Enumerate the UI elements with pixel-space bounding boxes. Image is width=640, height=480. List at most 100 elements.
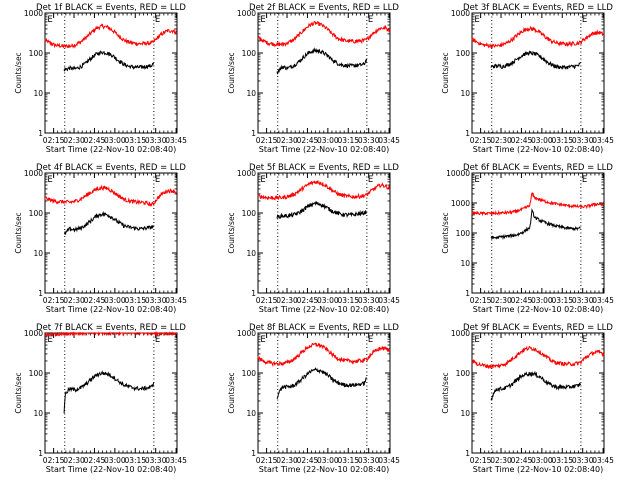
x-axis-label: Start Time (22-Nov-10 02:08:40) [259,305,389,314]
lld-series-line [257,20,391,48]
y-tick-label: 1000 [451,9,470,18]
x-tick-label: 02:45 [297,296,319,305]
x-tick-label: 03:15 [124,136,146,145]
panel-title: Det 1f BLACK = Events, RED = LLD [36,3,186,13]
x-tick-label: 03:45 [165,456,187,465]
y-tick-label: 10 [246,89,256,98]
x-axis-label: Start Time (22-Nov-10 02:08:40) [46,465,176,474]
x-axis-label: Start Time (22-Nov-10 02:08:40) [259,145,389,154]
y-tick-label: 100 [456,229,471,238]
y-axis-label: Counts/sec [227,212,236,253]
x-tick-label: 02:30 [276,456,298,465]
x-tick-label: 02:15 [256,136,278,145]
panel-det-3: Det 3f BLACK = Events, RED = LLD 1 10 100 10… [441,3,614,154]
x-tick-label: 03:45 [592,456,614,465]
y-tick-label: 10 [33,409,43,418]
x-tick-label: 03:15 [337,136,359,145]
y-tick-label: 100 [242,369,257,378]
e-marker-label: E [368,15,373,25]
x-tick-label: 03:30 [572,136,594,145]
panel-title: Det 5f BLACK = Events, RED = LLD [249,163,399,173]
x-tick-label: 03:15 [551,456,573,465]
y-tick-label: 10 [33,249,43,258]
x-tick-label: 02:45 [511,456,533,465]
x-tick-label: 02:15 [470,296,492,305]
x-tick-label: 02:15 [256,456,278,465]
x-tick-label: 02:30 [276,296,298,305]
x-tick-label: 02:45 [297,456,319,465]
y-axis-label: Counts/sec [14,212,23,253]
e-marker-label: E [47,175,52,185]
x-tick-label: 02:30 [490,296,512,305]
x-tick-label: 02:15 [470,456,492,465]
lld-series-line [471,345,605,370]
x-tick-label: 03:00 [531,136,553,145]
x-tick-label: 03:00 [104,296,126,305]
y-tick-label: 1 [251,129,256,138]
y-tick-label: 100 [456,49,471,58]
events-series-line [64,210,155,235]
y-tick-label: 1000 [451,199,470,208]
x-tick-label: 03:15 [551,136,573,145]
y-tick-label: 1000 [24,9,43,18]
e-marker-label: E [47,15,52,25]
lld-series-line [257,342,391,368]
x-tick-label: 02:15 [43,136,65,145]
x-axis-label: Start Time (22-Nov-10 02:08:40) [46,305,176,314]
panel-det-4: Det 4f BLACK = Events, RED = LLD 1 10 100 10… [14,163,187,314]
x-axis-label: Start Time (22-Nov-10 02:08:40) [46,145,176,154]
x-tick-label: 03:45 [592,296,614,305]
e-marker-label: E [368,335,373,345]
y-tick-label: 100 [29,369,44,378]
x-axis-label: Start Time (22-Nov-10 02:08:40) [473,305,603,314]
lld-series-line [44,23,178,49]
x-tick-label: 02:45 [84,456,106,465]
y-tick-label: 1 [38,289,43,298]
x-tick-label: 03:00 [317,456,339,465]
x-tick-label: 02:15 [470,136,492,145]
y-tick-label: 10 [460,259,470,268]
y-tick-label: 1000 [237,169,256,178]
y-tick-label: 100 [242,49,257,58]
y-tick-label: 100 [242,209,257,218]
y-axis-label: Counts/sec [441,372,450,413]
y-tick-label: 10000 [446,169,470,178]
x-tick-label: 03:45 [378,456,400,465]
x-tick-label: 03:15 [124,296,146,305]
y-tick-label: 1 [465,289,470,298]
x-tick-label: 03:00 [317,296,339,305]
y-tick-label: 1 [251,449,256,458]
e-marker-label: E [260,175,265,185]
e-marker-label: E [582,15,587,25]
e-marker-label: E [155,335,160,345]
e-marker-label: E [582,335,587,345]
events-series-line [490,370,582,401]
x-tick-label: 03:45 [592,136,614,145]
e-marker-label: E [582,175,587,185]
y-tick-label: 10 [460,89,470,98]
y-tick-label: 1 [251,289,256,298]
y-tick-label: 10 [246,249,256,258]
lld-series-line [471,192,605,217]
panel-det-7: Det 7f BLACK = Events, RED = LLD 1 10 100 10… [14,323,187,474]
x-tick-label: 03:15 [337,296,359,305]
y-axis-label: Counts/sec [14,372,23,413]
panel-det-8: Det 8f BLACK = Events, RED = LLD 1 10 100 10… [227,323,400,474]
x-tick-label: 02:45 [84,136,106,145]
x-tick-label: 03:45 [165,296,187,305]
y-tick-label: 100 [29,49,44,58]
x-tick-label: 02:30 [490,456,512,465]
x-tick-label: 03:00 [531,296,553,305]
panel-det-6: Det 6f BLACK = Events, RED = LLD 1 10 100 10… [441,163,614,314]
panel-det-2: Det 2f BLACK = Events, RED = LLD 1 10 100 10… [227,3,400,154]
events-series-line [63,370,155,414]
x-tick-label: 02:45 [511,296,533,305]
y-tick-label: 1 [38,129,43,138]
x-tick-label: 02:30 [63,136,85,145]
x-tick-label: 03:30 [145,456,167,465]
x-tick-label: 03:15 [337,456,359,465]
y-axis-label: Counts/sec [14,52,23,93]
e-marker-label: E [368,175,373,185]
events-series-line [276,200,367,219]
